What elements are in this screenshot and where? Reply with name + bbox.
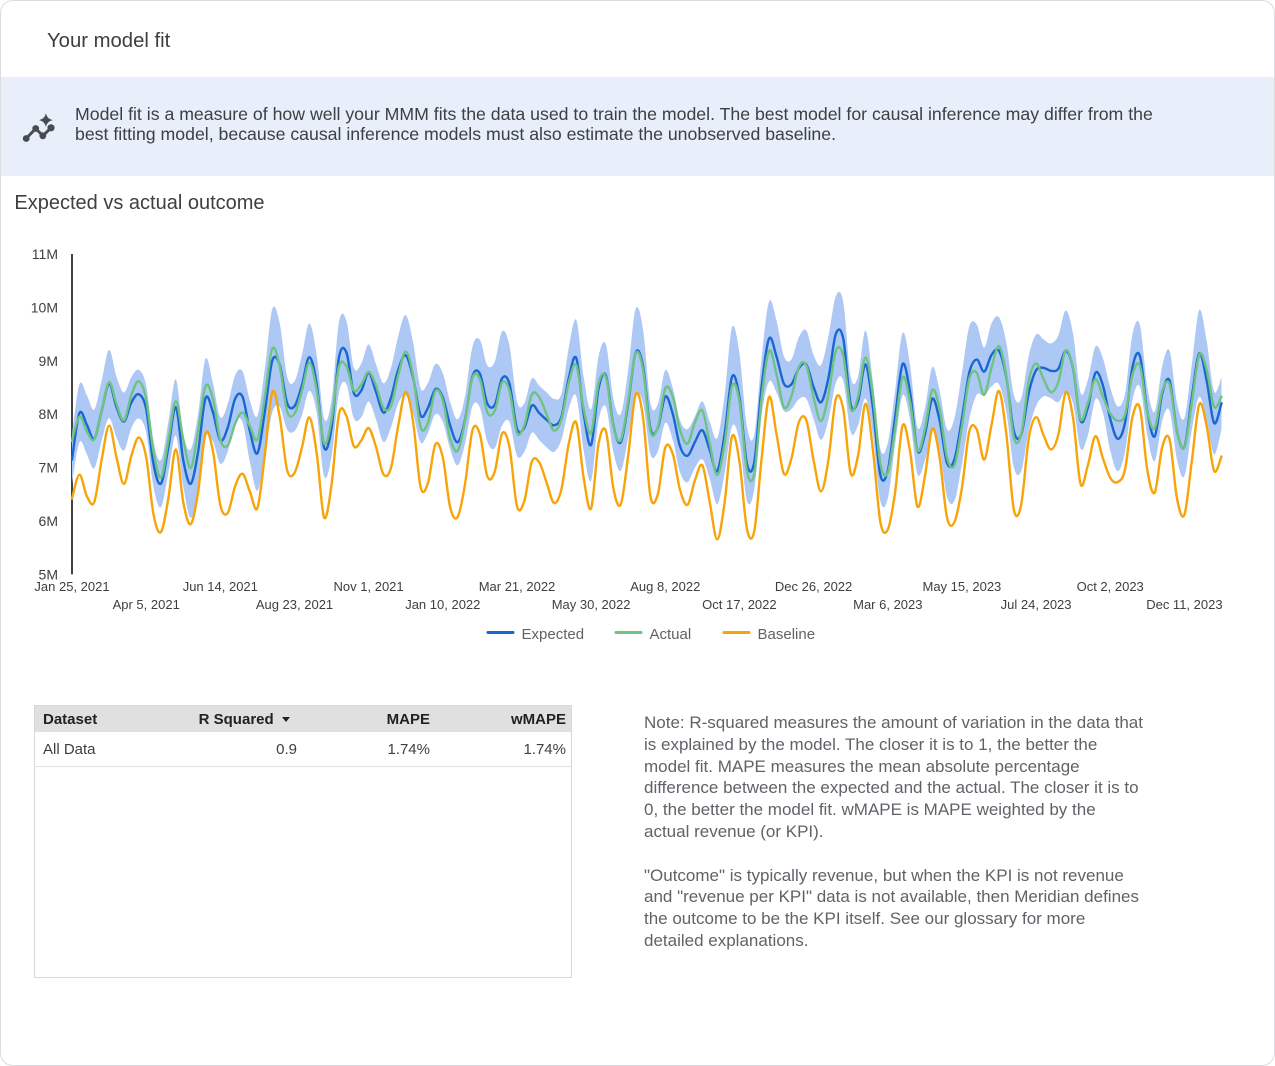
svg-text:Jun 14, 2021: Jun 14, 2021: [183, 579, 258, 594]
svg-text:Jan 25, 2021: Jan 25, 2021: [34, 579, 109, 594]
svg-text:Dec 26, 2022: Dec 26, 2022: [775, 579, 852, 594]
svg-text:7M: 7M: [39, 460, 58, 476]
svg-text:11M: 11M: [32, 246, 58, 262]
svg-text:10M: 10M: [31, 299, 58, 315]
svg-text:Actual: Actual: [650, 626, 692, 643]
svg-text:8M: 8M: [39, 406, 58, 422]
svg-text:Oct 2, 2023: Oct 2, 2023: [1077, 579, 1144, 594]
svg-text:May 15, 2023: May 15, 2023: [923, 579, 1002, 594]
svg-text:Apr 5, 2021: Apr 5, 2021: [113, 597, 180, 612]
svg-text:6M: 6M: [39, 513, 58, 529]
svg-text:Oct 17, 2022: Oct 17, 2022: [702, 597, 776, 612]
svg-text:May 30, 2022: May 30, 2022: [552, 597, 631, 612]
svg-text:Baseline: Baseline: [758, 626, 816, 643]
svg-text:Nov 1, 2021: Nov 1, 2021: [334, 579, 404, 594]
svg-text:9M: 9M: [39, 353, 58, 369]
svg-text:5M: 5M: [39, 566, 58, 582]
svg-text:Mar 6, 2023: Mar 6, 2023: [853, 597, 922, 612]
svg-text:Jul 24, 2023: Jul 24, 2023: [1001, 597, 1072, 612]
svg-text:Aug 23, 2021: Aug 23, 2021: [256, 597, 333, 612]
svg-text:Aug 8, 2022: Aug 8, 2022: [630, 579, 700, 594]
svg-text:Mar 21, 2022: Mar 21, 2022: [479, 579, 556, 594]
svg-text:Jan 10, 2022: Jan 10, 2022: [405, 597, 480, 612]
svg-text:Dec 11, 2023: Dec 11, 2023: [1146, 597, 1222, 612]
svg-text:Expected: Expected: [522, 626, 585, 643]
